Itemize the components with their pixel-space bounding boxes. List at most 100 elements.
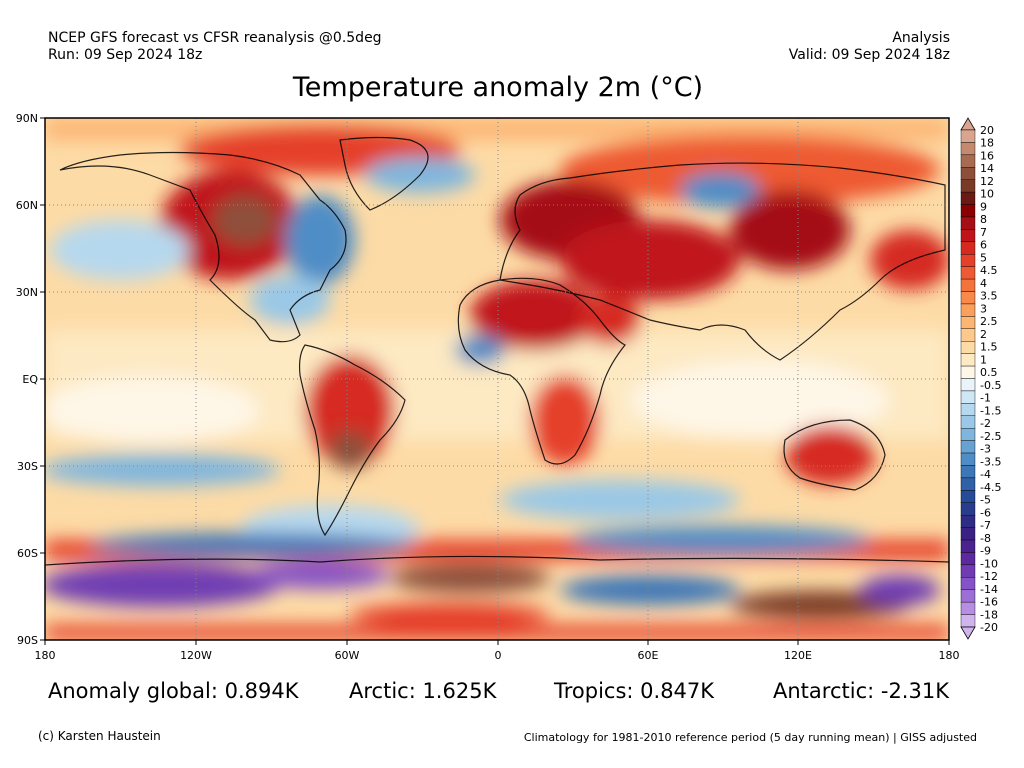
gridlines xyxy=(45,118,949,640)
colorbar-label: -2 xyxy=(980,417,991,430)
colorbar-swatch xyxy=(960,601,976,615)
anomaly-stats: Anomaly global: 0.894K Arctic: 1.625K Tr… xyxy=(48,679,949,705)
colorbar-swatch xyxy=(960,490,976,503)
colorbar-swatch xyxy=(960,564,976,578)
colorbar-label: -10 xyxy=(980,557,998,570)
colorbar-swatch xyxy=(960,589,976,603)
colorbar-label: -0.5 xyxy=(980,379,1001,392)
colorbar-swatch xyxy=(960,477,976,491)
colorbar-label: 2.5 xyxy=(980,315,998,328)
colorbar-label: -1.5 xyxy=(980,404,1001,417)
colorbar-label: -6 xyxy=(980,506,991,519)
colorbar-label: -3 xyxy=(980,443,991,456)
colorbar-label: 12 xyxy=(980,175,994,188)
colorbar-swatch xyxy=(960,191,976,205)
colorbar-label: 8 xyxy=(980,213,987,226)
colorbar-label: 5 xyxy=(980,251,987,264)
lon-label: 60W xyxy=(335,649,360,662)
colorbar-label: -1 xyxy=(980,392,991,405)
colorbar-swatch xyxy=(960,129,976,143)
colorbar-label: 10 xyxy=(980,188,994,201)
colorbar-swatch xyxy=(960,303,976,317)
global-anomaly: Anomaly global: 0.894K xyxy=(48,679,299,703)
colorbar-label: 7 xyxy=(980,226,987,239)
tick-marks xyxy=(40,117,950,645)
lon-label: 120W xyxy=(180,649,212,662)
colorbar-swatch xyxy=(960,278,976,292)
author-credit: (c) Karsten Haustein xyxy=(38,729,161,743)
coast-australia xyxy=(783,419,886,491)
climatology-note: Climatology for 1981-2010 reference peri… xyxy=(523,731,977,744)
colorbar-swatch xyxy=(960,514,976,528)
colorbar-swatch xyxy=(960,390,976,404)
colorbar: 201816141210987654.543.532.521.510.5-0.5… xyxy=(960,117,1001,640)
colorbar-swatch xyxy=(960,552,976,566)
colorbar-swatch xyxy=(960,452,976,466)
colorbar-label: -2.5 xyxy=(980,430,1001,443)
colorbar-label: -20 xyxy=(980,621,998,634)
valid-time: Valid: 09 Sep 2024 18z xyxy=(788,47,950,63)
colorbar-label: 0.5 xyxy=(980,366,998,379)
colorbar-label: -18 xyxy=(980,608,998,621)
colorbar-label: -3.5 xyxy=(980,455,1001,468)
lat-label: 60S xyxy=(17,547,38,560)
colorbar-label: -8 xyxy=(980,532,991,545)
lat-label: 90S xyxy=(17,634,38,647)
tropics-anomaly: Tropics: 0.847K xyxy=(554,679,715,703)
colorbar-label: -4.5 xyxy=(980,481,1001,494)
lat-label: 30S xyxy=(17,460,38,473)
lat-label: 90N xyxy=(16,112,38,125)
lon-label: 60E xyxy=(638,649,659,662)
colorbar-swatch xyxy=(960,142,976,156)
colorbar-swatch xyxy=(960,403,976,416)
colorbar-min-arrow xyxy=(960,626,976,640)
model-description: NCEP GFS forecast vs CFSR reanalysis @0.… xyxy=(48,30,382,46)
lat-labels: 90N 60N 30N EQ 30S 60S 90S xyxy=(16,112,39,647)
colorbar-swatch xyxy=(960,204,976,218)
colorbar-swatch xyxy=(960,539,976,553)
coast-south-america xyxy=(298,344,406,537)
colorbar-swatch xyxy=(960,216,976,230)
colorbar-label: -5 xyxy=(980,494,991,507)
colorbar-max-arrow xyxy=(960,117,976,131)
colorbar-label: -12 xyxy=(980,570,998,583)
colorbar-label: -16 xyxy=(980,596,998,609)
arctic-anomaly: Arctic: 1.625K xyxy=(349,679,497,703)
coast-eurasia xyxy=(499,162,946,361)
colorbar-swatch xyxy=(960,465,976,479)
lon-label: 180 xyxy=(35,649,56,662)
colorbar-swatch xyxy=(960,328,976,342)
coast-north-america xyxy=(59,151,347,343)
colorbar-label: -7 xyxy=(980,519,991,532)
map-title: Temperature anomaly 2m (°C) xyxy=(292,72,704,103)
colorbar-swatch xyxy=(960,378,976,392)
lon-label: 0 xyxy=(495,649,502,662)
colorbar-label: -4 xyxy=(980,468,991,481)
colorbar-label: 20 xyxy=(980,124,994,137)
colorbar-swatch xyxy=(960,167,976,180)
coast-africa xyxy=(457,277,626,465)
colorbar-swatch xyxy=(960,241,976,255)
colorbar-swatch xyxy=(960,266,976,280)
colorbar-swatch xyxy=(960,291,976,305)
colorbar-label: 6 xyxy=(980,239,987,252)
colorbar-label: 3 xyxy=(980,302,987,315)
colorbar-swatch xyxy=(960,614,976,628)
colorbar-label: 1 xyxy=(980,353,987,366)
colorbar-swatch xyxy=(960,502,976,516)
colorbar-label: 3.5 xyxy=(980,290,998,303)
colorbar-swatch xyxy=(960,415,976,429)
colorbar-swatch xyxy=(960,254,976,267)
anomaly-blobs xyxy=(45,118,949,640)
lat-label: EQ xyxy=(22,373,38,386)
colorbar-swatch xyxy=(960,316,976,330)
colorbar-swatch xyxy=(960,179,976,193)
colorbar-label: 18 xyxy=(980,137,994,150)
coast-greenland xyxy=(339,136,429,211)
colorbar-label: 2 xyxy=(980,328,987,341)
lon-label: 120E xyxy=(784,649,812,662)
colorbar-label: 16 xyxy=(980,149,994,162)
colorbar-label: 9 xyxy=(980,200,987,213)
analysis-label: Analysis xyxy=(892,30,950,46)
valid-info: Analysis Valid: 09 Sep 2024 18z xyxy=(789,30,950,64)
